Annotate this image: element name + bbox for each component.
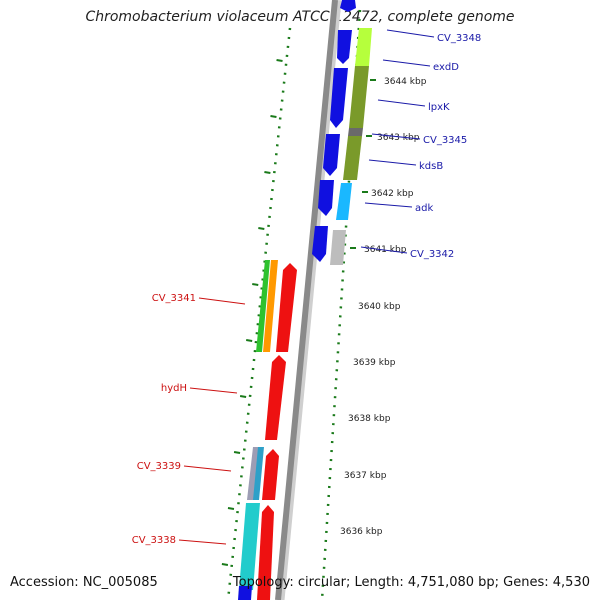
label-leader	[382, 59, 431, 67]
label-leader	[178, 539, 227, 545]
gene-arrow-exdD	[337, 30, 352, 64]
reverse-gene-labels: CV_3341 hydH CV_3339 CV_3338	[132, 293, 246, 546]
skew-block	[355, 28, 372, 66]
scale-label: 3638 kbp	[348, 414, 391, 424]
gene-arrow-lpxK	[330, 68, 348, 128]
label-leader	[189, 387, 238, 394]
skew-block	[336, 183, 352, 220]
scale-label: 3639 kbp	[353, 358, 396, 368]
scale-label: 3637 kbp	[344, 471, 387, 481]
gene-arrow-cv3341	[276, 263, 297, 352]
gene-arrow-adk	[312, 226, 328, 262]
feature-block	[256, 260, 270, 352]
lower-feature-column	[238, 260, 278, 600]
gene-label-cv3345: CV_3345	[423, 135, 467, 146]
label-leader	[371, 133, 421, 140]
scale-label: 3642 kbp	[371, 189, 414, 199]
gene-label-adk: adk	[415, 203, 433, 214]
gene-label-hydH: hydH	[161, 383, 187, 394]
ring-tick	[221, 563, 229, 566]
label-leader	[183, 465, 232, 472]
ring-tick	[239, 395, 247, 398]
reverse-gene-track	[257, 263, 297, 600]
ring-tick	[270, 115, 277, 118]
gene-label-cv3348: CV_3348	[437, 33, 481, 44]
skew-column	[330, 28, 372, 265]
accession-text: Accession: NC_005085	[10, 575, 158, 590]
ring-tick	[276, 59, 283, 62]
feature-block	[239, 503, 260, 590]
label-leader	[198, 297, 246, 305]
label-leader	[377, 99, 426, 107]
skew-block	[348, 128, 363, 136]
ring-tick	[258, 227, 265, 230]
scale-label: 3636 kbp	[340, 527, 383, 537]
ring-tick	[252, 283, 259, 286]
ring-tick	[233, 451, 241, 454]
gene-arrow-hydH	[265, 355, 286, 440]
backbone	[275, 0, 338, 600]
gene-arrow-kdsB	[318, 180, 334, 216]
gene-label-kdsB: kdsB	[419, 161, 443, 172]
label-leader	[360, 246, 408, 254]
feature-block	[263, 260, 278, 352]
feature-block	[253, 447, 264, 500]
ring-tick	[246, 339, 253, 342]
skew-block	[349, 66, 369, 128]
label-leader	[386, 29, 435, 38]
label-leader	[368, 159, 417, 166]
gene-arrow-cv3338	[257, 505, 274, 600]
gene-label-exdD: exdD	[433, 62, 459, 73]
skew-block	[343, 136, 362, 180]
skew-block	[330, 230, 346, 265]
gene-label-cv3338: CV_3338	[132, 535, 176, 546]
ring-tick-marks	[221, 59, 283, 566]
scale-label: 3643 kbp	[377, 133, 420, 143]
label-leader	[364, 202, 413, 208]
ring-tick	[264, 171, 271, 174]
gene-label-lpxK: lpxK	[428, 102, 450, 113]
gene-arrow-cv3348	[340, 0, 356, 12]
gene-label-cv3342: CV_3342	[410, 249, 454, 260]
map-title: Chromobacterium violaceum ATCC 12472, co…	[85, 9, 515, 25]
forward-gene-labels: CV_3348 exdD lpxK CV_3345 kdsB adk CV_33…	[360, 29, 481, 260]
gene-arrow-cv3345	[323, 134, 340, 176]
scale-label: 3644 kbp	[384, 77, 427, 87]
topology-text: Topology: circular; Length: 4,751,080 bp…	[232, 575, 590, 590]
forward-gene-track	[312, 0, 356, 262]
gene-arrow-cv3339	[262, 449, 279, 500]
gene-label-cv3339: CV_3339	[137, 461, 181, 472]
feature-block	[238, 586, 252, 600]
ring-tick	[227, 507, 235, 510]
gene-label-cv3341: CV_3341	[152, 293, 196, 304]
scale-label: 3640 kbp	[358, 302, 401, 312]
